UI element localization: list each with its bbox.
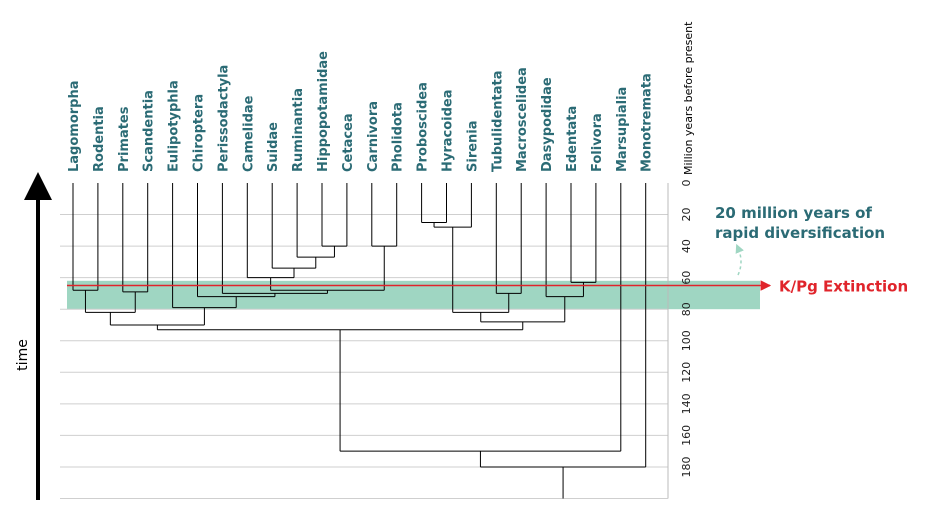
y-tick-label: 60 — [680, 271, 693, 285]
annotation-arrow — [735, 243, 744, 276]
y-tick-label: 40 — [680, 239, 693, 253]
taxon-label: Primates — [117, 106, 132, 172]
taxon-label: Chiroptera — [192, 94, 207, 172]
taxon-label: Hyracoidea — [441, 89, 456, 172]
taxon-label: Proboscidea — [416, 82, 431, 172]
taxon-label: Hippopotamidae — [316, 51, 331, 172]
annotation: 20 million years of rapid diversification — [715, 204, 885, 242]
taxon-label: Lagomorpha — [67, 80, 82, 172]
taxon-label: Rodentia — [92, 106, 107, 172]
taxon-label: Monotremata — [640, 73, 655, 172]
taxon-label: Scandentia — [142, 90, 157, 172]
y-tick-label: 160 — [680, 425, 693, 446]
taxon-label: Dasypodidae — [540, 77, 555, 172]
taxon-label: Ruminantia — [291, 88, 306, 172]
taxon-label: Folivora — [590, 113, 605, 172]
taxon-label: Marsupialia — [615, 87, 630, 172]
taxon-label: Pholidota — [391, 102, 406, 172]
y-tick-label: 80 — [680, 302, 693, 316]
y-tick-label: 20 — [680, 208, 693, 222]
y-tick-label: 140 — [680, 393, 693, 414]
y-tick-label: 100 — [680, 330, 693, 351]
taxon-label: Carnivora — [366, 101, 381, 172]
axis-label: Million years before present — [682, 21, 695, 175]
taxon-label: Edentata — [565, 106, 580, 172]
taxon-label: Sirenia — [465, 120, 480, 172]
y-tick-label: 0 — [680, 180, 693, 187]
y-tick-label: 120 — [680, 362, 693, 383]
taxon-label: Eulipotyphla — [167, 80, 182, 172]
taxon-label: Tubulidentata — [490, 70, 505, 172]
y-tick-label: 180 — [680, 456, 693, 477]
taxon-label: Suidae — [266, 122, 281, 172]
taxon-label: Camelidae — [241, 95, 256, 172]
time-label: time — [15, 339, 31, 371]
taxon-label: Perissodactyla — [216, 65, 231, 172]
taxon-label: Macroscelidea — [515, 67, 530, 172]
taxon-label: Cetacea — [341, 113, 356, 172]
extinction-label: K/Pg Extinction — [779, 278, 908, 296]
